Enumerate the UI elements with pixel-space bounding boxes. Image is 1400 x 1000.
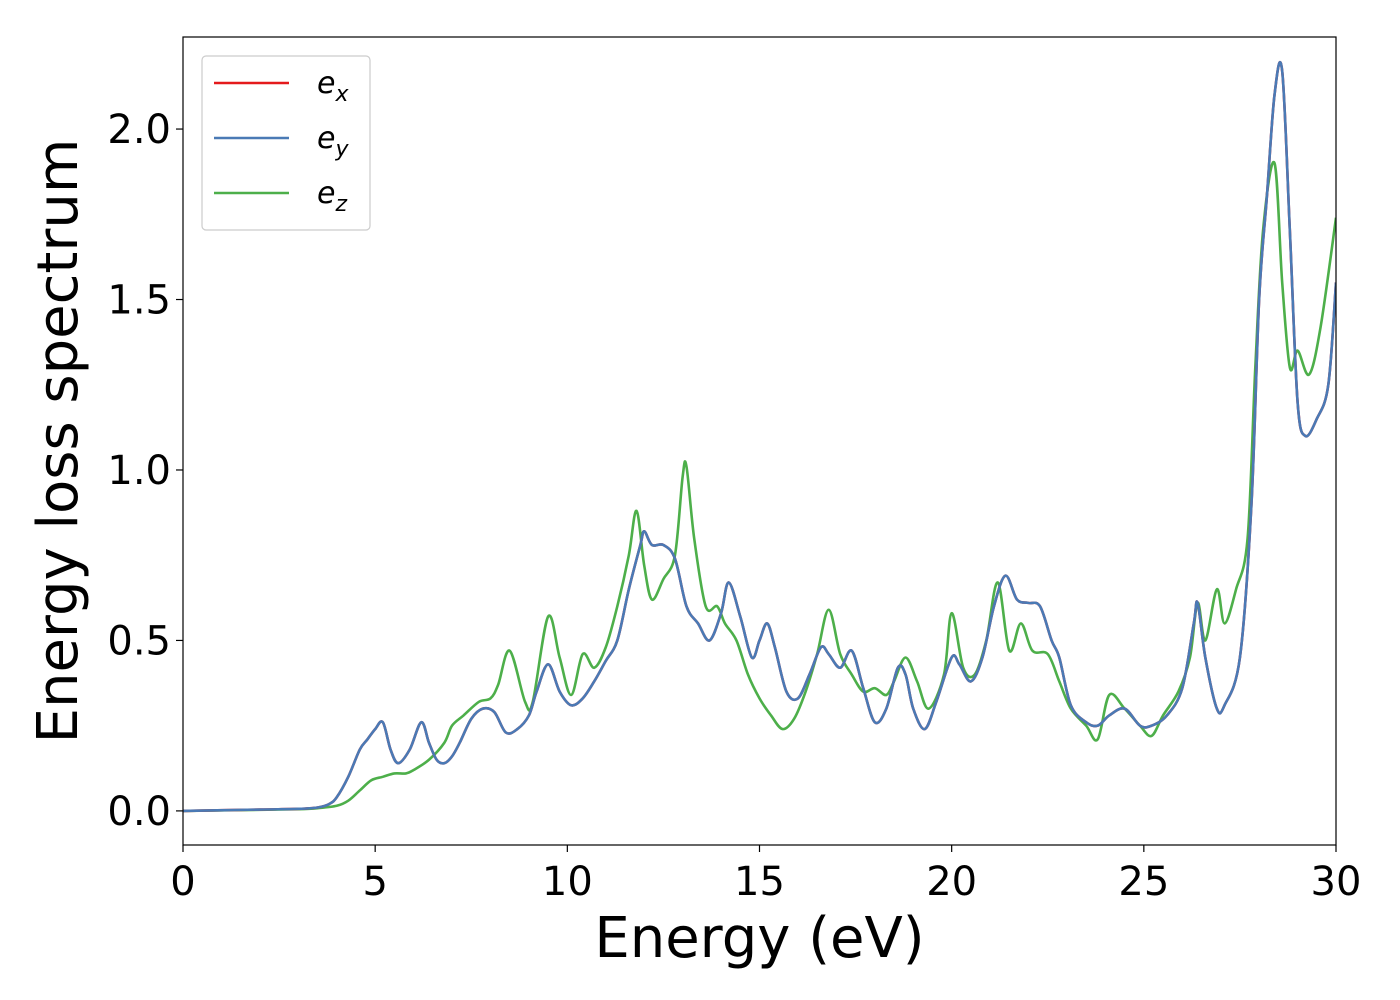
x-tick-label: 5 <box>362 859 387 905</box>
x-tick-label: 10 <box>542 859 593 905</box>
legend-label-y: ey <box>317 121 349 162</box>
legend-label-x: ex <box>317 66 349 107</box>
x-tick-label: 25 <box>1118 859 1169 905</box>
x-tick-label: 20 <box>926 859 977 905</box>
y-tick-label: 1.0 <box>107 448 171 494</box>
y-tick-label: 1.5 <box>107 278 171 324</box>
series-line-y <box>183 61 1336 813</box>
y-axis-label: Energy loss spectrum <box>26 139 91 744</box>
y-tick-label: 0.5 <box>107 618 171 664</box>
y-tick-label: 2.0 <box>107 107 171 153</box>
series-layer <box>183 61 1336 813</box>
legend-box <box>201 55 371 231</box>
x-axis-label: Energy (eV) <box>594 906 924 971</box>
x-tick-label: 15 <box>734 859 785 905</box>
ticks-layer: 0 5 10 15 20 25 30 0.0 0.5 1.0 1.5 2.0 <box>107 107 1361 905</box>
y-tick-label: 0.0 <box>107 789 171 835</box>
x-tick-label: 30 <box>1311 859 1362 905</box>
x-tick-label: 0 <box>170 859 195 905</box>
